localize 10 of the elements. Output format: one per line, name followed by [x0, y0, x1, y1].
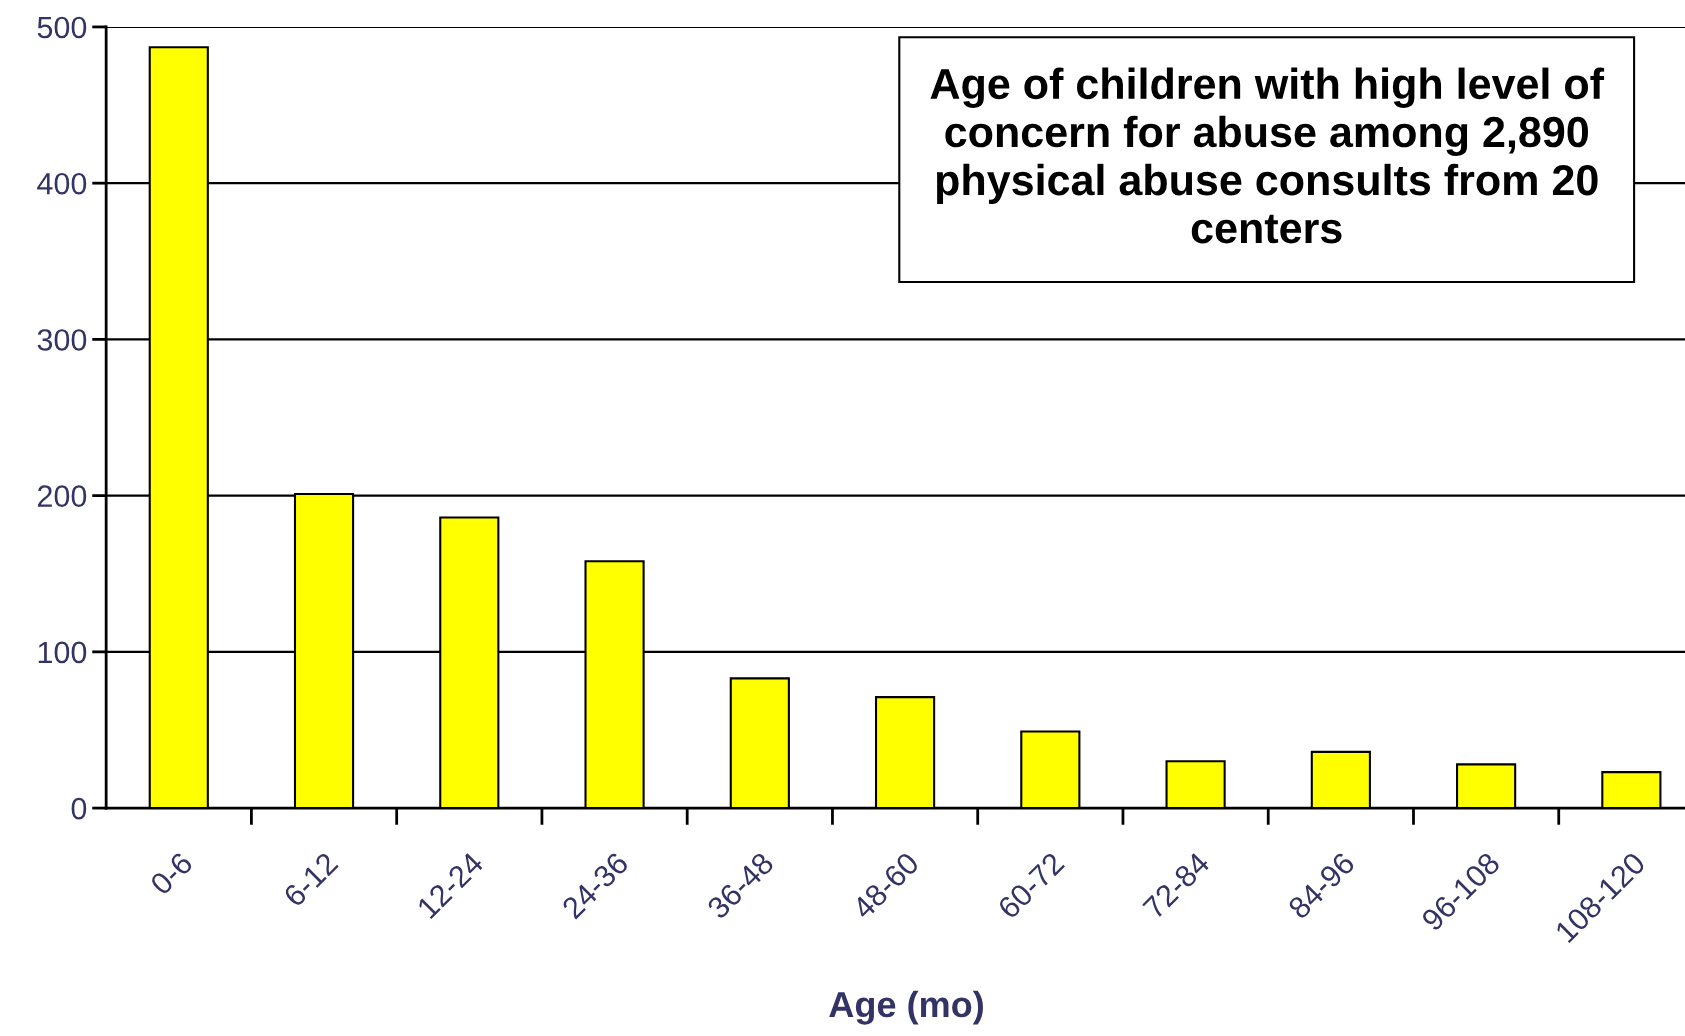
y-tick-label: 200 — [37, 485, 87, 507]
y-tick-label: 400 — [37, 172, 87, 195]
x-axis-title: Age (mo) — [829, 990, 983, 1025]
x-tick-label: 6-12 — [282, 851, 339, 908]
y-tick-label: 100 — [38, 641, 87, 664]
y-tick-label: 0 — [71, 797, 87, 820]
x-tick-label: 0-6 — [148, 851, 194, 896]
y-tick-label: 300 — [37, 329, 87, 351]
y-tick-label: 500 — [37, 16, 87, 39]
text: Age of children with high level of concern for abuse among 2,890 physical abuse consults from 20 centers — [930, 67, 1605, 244]
